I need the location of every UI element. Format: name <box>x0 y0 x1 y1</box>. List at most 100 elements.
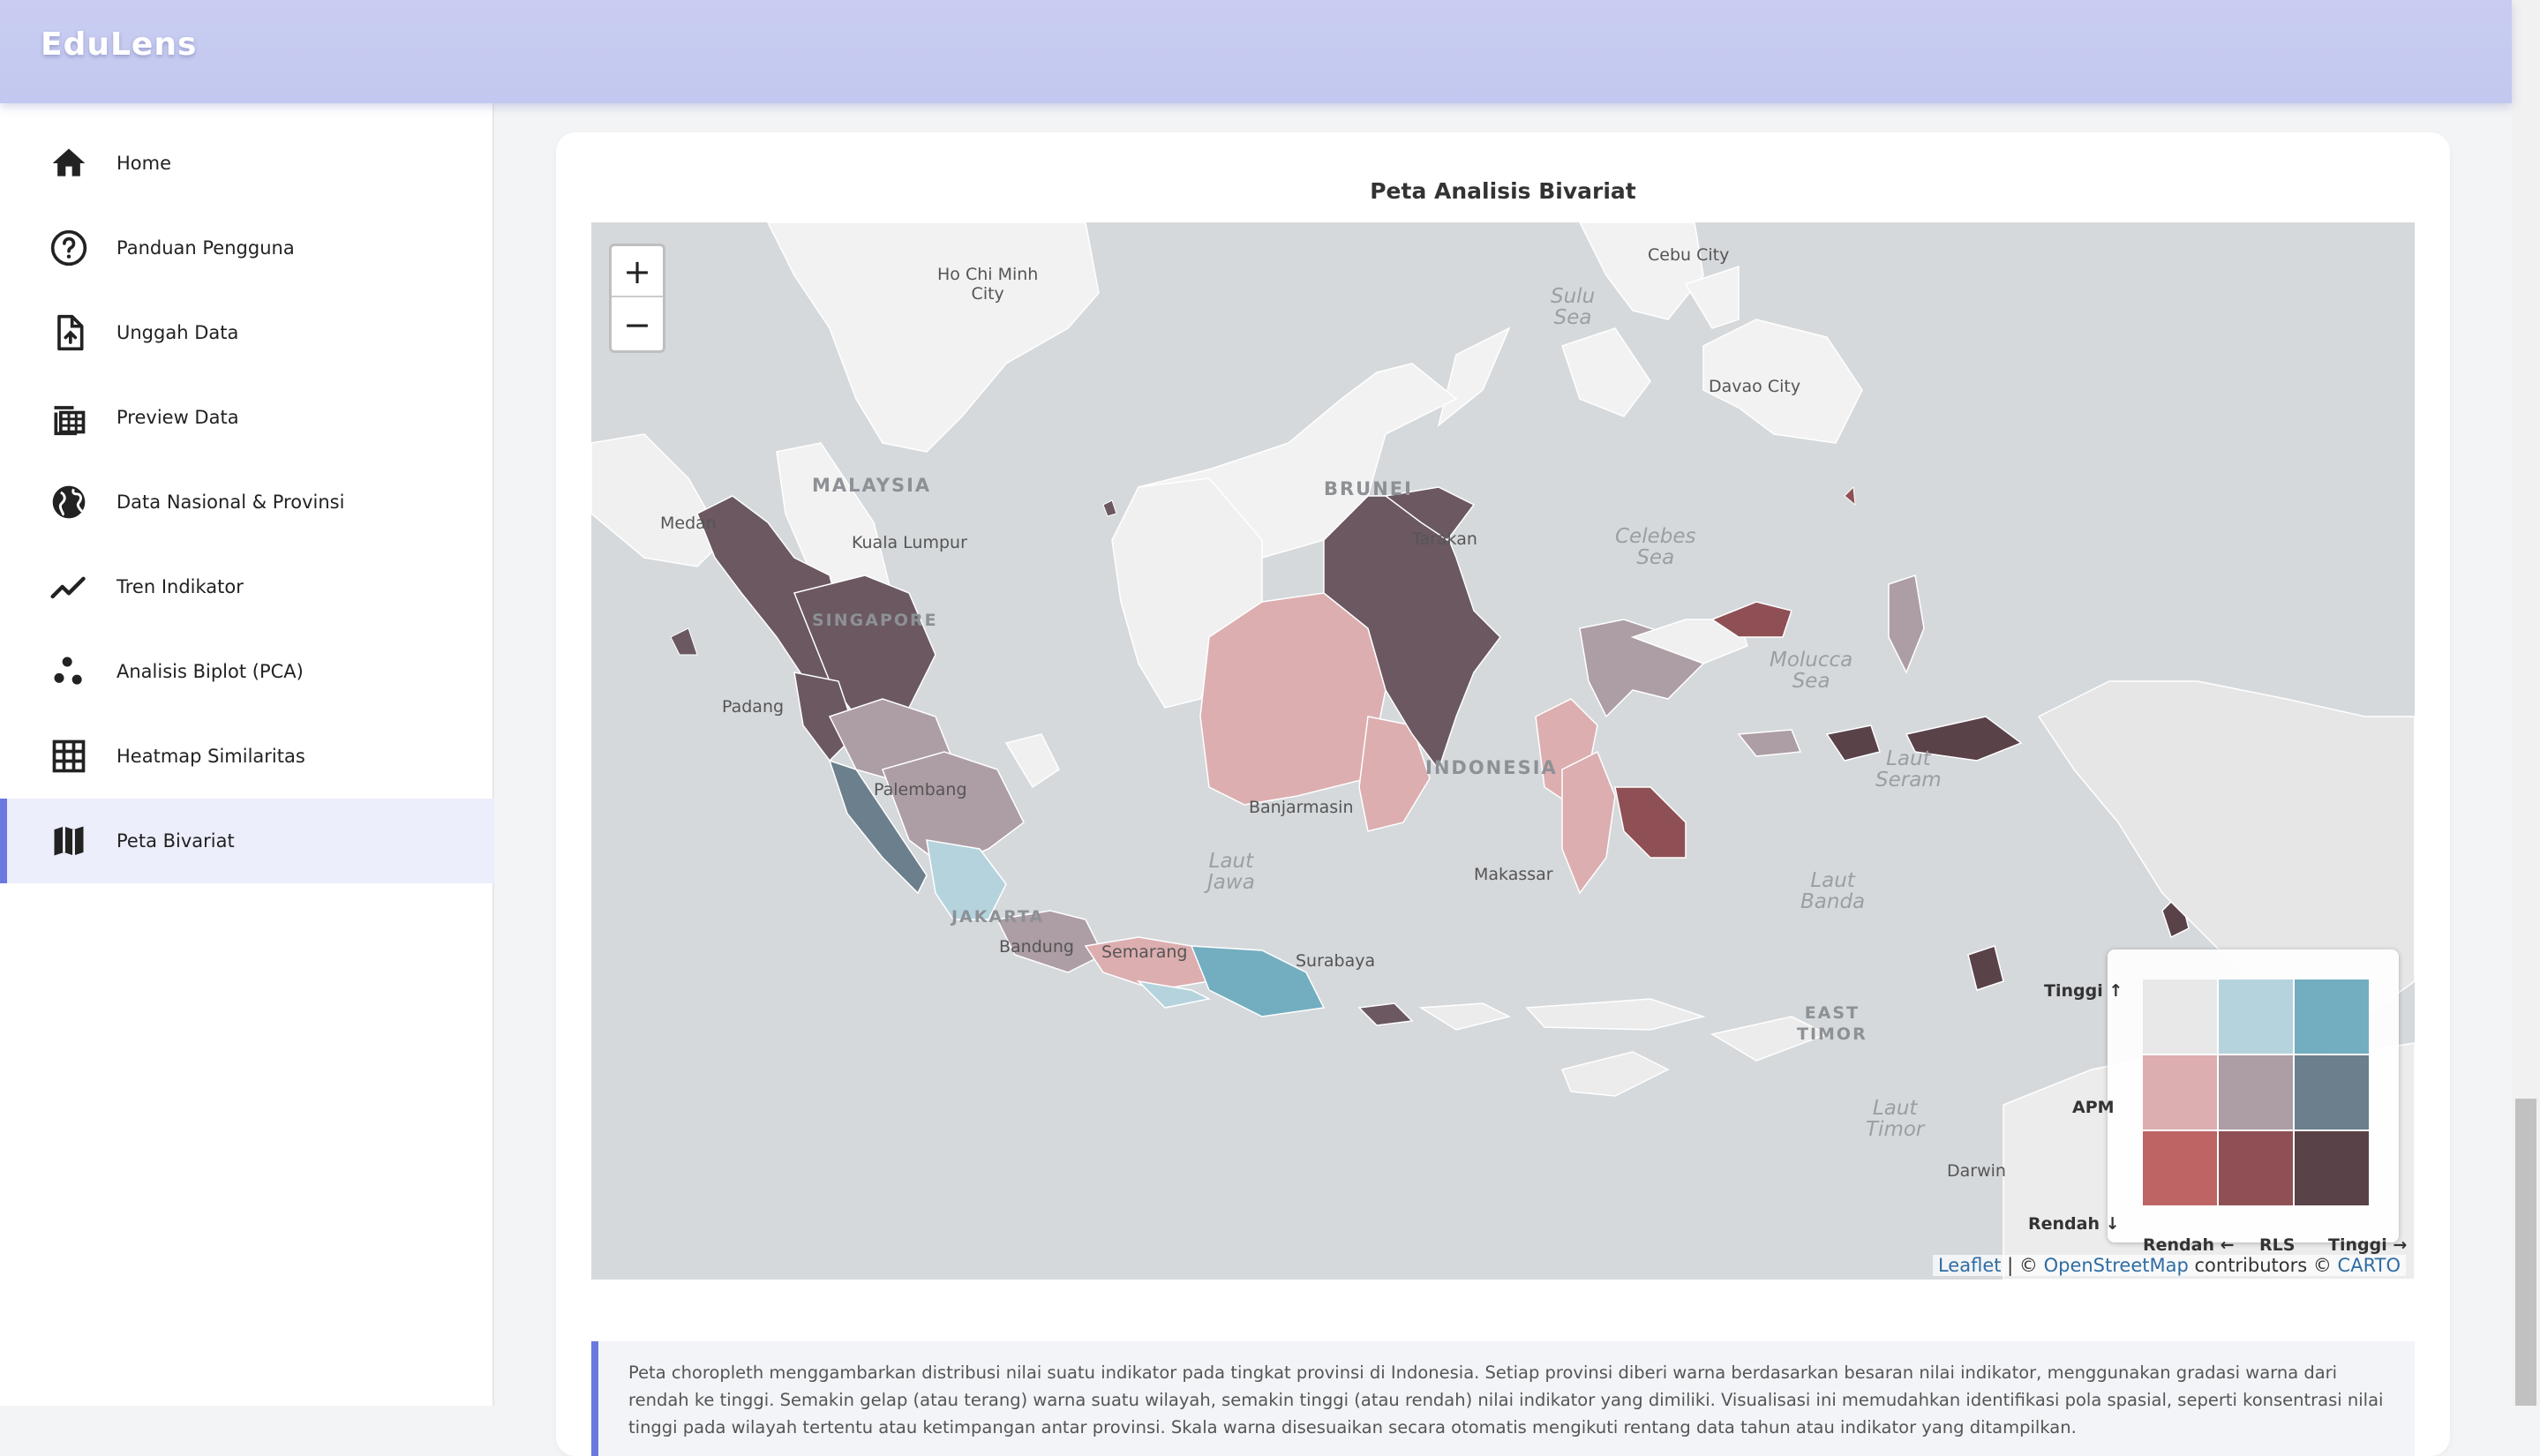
prov-sulsel <box>1561 750 1616 895</box>
bivariate-legend: Tinggi ↑ APM Rendah ↓ Rendah ← RLS Tingg… <box>2028 949 2407 1255</box>
top-bar: EduLens <box>0 0 2512 103</box>
land-timor <box>1710 1016 1829 1062</box>
description-note: Peta choropleth menggambarkan distribusi… <box>591 1341 2415 1456</box>
label-kuala-lumpur: Kuala Lumpur <box>852 533 967 552</box>
legend-x-low: Rendah ← <box>2143 1235 2235 1255</box>
label-palembang: Palembang <box>874 780 967 799</box>
prov-malut <box>1888 574 1925 674</box>
sidebar-item-peta-bivariat[interactable]: Peta Bivariat <box>0 799 494 883</box>
label-sulu-sea: Sulu Sea <box>1551 285 1596 329</box>
land-luzon <box>1579 222 1704 320</box>
prov-ntb <box>1418 1002 1512 1031</box>
label-singapore: SINGAPORE <box>812 611 938 630</box>
label-laut-timor: Laut Timor <box>1866 1097 1925 1141</box>
legend-cell <box>2295 1131 2369 1205</box>
zoom-control: + − <box>609 244 665 353</box>
prov-kalteng <box>1199 592 1386 806</box>
legend-cell <box>2219 979 2293 1054</box>
label-celebes-sea: Celebes Sea <box>1615 525 1696 569</box>
osm-link[interactable]: OpenStreetMap <box>2043 1255 2189 1276</box>
prov-ntt-sumba <box>1560 1051 1670 1097</box>
prov-kaltara <box>1384 486 1476 542</box>
legend-cell <box>2219 1131 2293 1205</box>
prov-sultra <box>1614 786 1687 859</box>
label-cebu: Cebu City <box>1648 245 1730 265</box>
zoom-out-button[interactable]: − <box>623 305 651 344</box>
file-upload-icon <box>57 314 84 351</box>
sidebar-item-home[interactable]: Home <box>0 121 494 206</box>
label-ho-chi-minh: Ho Chi Minh City <box>937 265 1039 304</box>
sidebar-item-biplot[interactable]: Analisis Biplot (PCA) <box>0 629 494 714</box>
label-semarang: Semarang <box>1101 942 1188 962</box>
label-brunei: BRUNEI <box>1324 478 1413 499</box>
label-molucca-sea: Molucca Sea <box>1770 649 1853 693</box>
prov-babel <box>1004 733 1060 789</box>
prov-maluku-buru <box>1825 724 1881 762</box>
sidebar-item-label: Tren Indikator <box>116 576 244 597</box>
page-title: Peta Analisis Bivariat <box>1370 178 1636 204</box>
label-laut-seram: Laut Seram <box>1875 747 1942 792</box>
sidebar-item-tren[interactable]: Tren Indikator <box>0 544 494 629</box>
bivariate-map[interactable]: Ho Chi Minh City Cebu City Sulu Sea Dava… <box>591 222 2415 1280</box>
label-malaysia: MALAYSIA <box>812 475 932 496</box>
map-attribution: Leaflet | © OpenStreetMap contributors ©… <box>1932 1255 2406 1276</box>
carto-link[interactable]: CARTO <box>2337 1255 2401 1276</box>
sidebar-item-heatmap[interactable]: Heatmap Similaritas <box>0 714 494 799</box>
legend-x-high: Tinggi → <box>2328 1235 2408 1255</box>
sidebar-item-label: Heatmap Similaritas <box>116 746 305 767</box>
label-east-timor: EAST TIMOR <box>1797 1003 1867 1044</box>
attr-sep: | © <box>2001 1255 2044 1276</box>
attr-contrib: contributors © <box>2188 1255 2338 1276</box>
label-darwin: Darwin <box>1947 1161 2006 1181</box>
legend-cell <box>2295 979 2369 1054</box>
prov-ntt <box>1525 998 1706 1031</box>
label-davao: Davao City <box>1709 377 1801 396</box>
trend-line-icon <box>50 576 86 599</box>
sidebar-item-label: Unggah Data <box>116 322 239 343</box>
prov-diy <box>1136 979 1212 1009</box>
leaflet-link[interactable]: Leaflet <box>1937 1255 2002 1276</box>
scatter-dots-icon <box>54 657 82 685</box>
sidebar-item-label: Home <box>116 153 172 174</box>
land-mindanao <box>1702 319 1863 444</box>
label-makassar: Makassar <box>1474 865 1553 884</box>
label-padang: Padang <box>722 697 785 717</box>
label-laut-banda: Laut Banda <box>1800 869 1866 913</box>
scrollbar-thumb[interactable] <box>2515 1099 2536 1406</box>
prov-kepri <box>1102 499 1117 517</box>
sidebar-item-unggah[interactable]: Unggah Data <box>0 290 494 375</box>
globe-icon <box>52 485 86 519</box>
label-medan: Medan <box>660 514 717 533</box>
label-jakarta: JAKARTA <box>951 907 1045 927</box>
sidebar-item-panduan[interactable]: Panduan Pengguna <box>0 206 494 290</box>
description-text: Peta choropleth menggambarkan distribusi… <box>628 1362 2384 1437</box>
label-tarakan: Tarakan <box>1412 529 1477 549</box>
legend-cell <box>2143 1055 2217 1130</box>
home-icon <box>52 148 86 176</box>
sidebar-item-label: Analisis Biplot (PCA) <box>116 661 304 682</box>
land-visayas <box>1561 327 1651 417</box>
sidebar: Home Panduan Pengguna Unggah Data Previe… <box>0 103 494 1406</box>
legend-y-low: Rendah ↓ <box>2028 1214 2120 1234</box>
prov-kalbar <box>1111 477 1263 709</box>
label-bandung: Bandung <box>999 937 1074 957</box>
legend-cell <box>2295 1055 2369 1130</box>
sidebar-item-data-nasional[interactable]: Data Nasional & Provinsi <box>0 460 494 544</box>
zoom-in-button[interactable]: + <box>612 246 663 297</box>
prov-maluku-seram <box>1905 716 2023 762</box>
sidebar-item-preview[interactable]: Preview Data <box>0 375 494 460</box>
land-thailand-south <box>591 433 725 567</box>
brand-logo[interactable]: EduLens <box>41 26 198 63</box>
prov-lampung <box>926 839 1007 920</box>
sidebar-item-label: Peta Bivariat <box>116 830 235 852</box>
land-indochina <box>767 222 1100 453</box>
sidebar-item-label: Panduan Pengguna <box>116 237 295 259</box>
legend-cell <box>2219 1055 2293 1130</box>
prov-bengkulu <box>828 759 928 895</box>
grid-icon <box>52 739 86 773</box>
legend-cell <box>2143 1131 2217 1205</box>
island-talaud <box>1844 485 1856 507</box>
prov-bali <box>1357 1002 1414 1026</box>
label-surabaya: Surabaya <box>1296 951 1376 971</box>
legend-x-var: RLS <box>2259 1235 2296 1255</box>
